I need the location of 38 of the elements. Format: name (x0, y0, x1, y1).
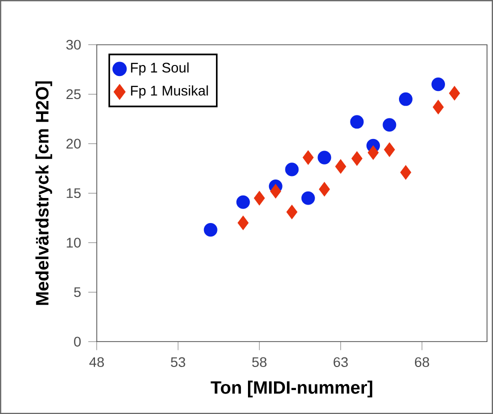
point (431, 78, 445, 92)
x-tick-label: 58 (252, 357, 267, 367)
point (398, 92, 412, 106)
legend-label: Fp 1 Soul (131, 62, 189, 76)
point (270, 184, 282, 198)
y-tick-label: 25 (66, 89, 81, 100)
y-tick-label: 0 (74, 336, 81, 347)
point (286, 204, 298, 220)
x-tick-label: 48 (89, 357, 104, 367)
x-axis-title: Ton [MIDI-nummer] (210, 380, 372, 398)
y-tick-label: 5 (74, 287, 81, 297)
point (238, 216, 249, 230)
point (350, 115, 364, 129)
point (254, 190, 265, 206)
y-tick-label: 10 (66, 238, 81, 248)
point (368, 145, 379, 160)
point (302, 150, 314, 165)
y-axis-title: Medelvärdstryck [cm H2O] (35, 81, 52, 305)
point (301, 191, 315, 205)
point (351, 151, 362, 166)
x-tick-label: 68 (414, 357, 430, 367)
y-tick-label: 15 (66, 188, 81, 198)
y-tick-label: 30 (66, 40, 81, 50)
point (382, 118, 396, 132)
point (318, 150, 332, 164)
point (204, 223, 218, 237)
x-tick-label: 53 (170, 357, 186, 367)
point (449, 86, 460, 100)
point (318, 182, 330, 196)
y-tick-label: 20 (66, 138, 81, 149)
point (236, 195, 250, 209)
point (400, 165, 412, 180)
point (432, 100, 444, 114)
point (285, 162, 299, 176)
point (335, 159, 346, 174)
legend-label: Fp 1 Musikal (131, 85, 208, 98)
point (384, 142, 395, 157)
x-tick-label: 63 (334, 357, 348, 367)
